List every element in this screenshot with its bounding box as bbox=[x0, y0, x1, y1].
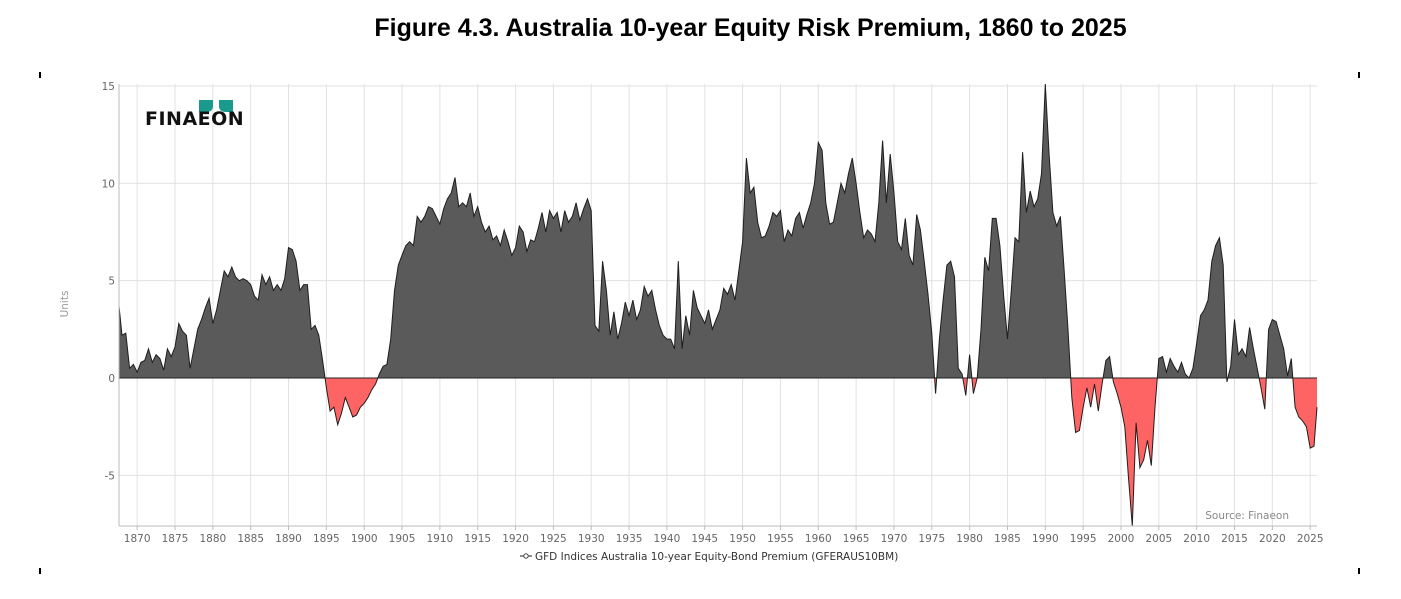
x-tick-label: 1910 bbox=[427, 533, 454, 545]
x-tick-label: 1895 bbox=[313, 533, 340, 545]
logo-leaf-right-icon bbox=[219, 100, 233, 112]
x-tick-label: 1925 bbox=[540, 533, 567, 545]
logo-wordmark: FINAEON bbox=[145, 108, 244, 130]
x-tick-label: 1915 bbox=[464, 533, 491, 545]
x-tick-label: 1985 bbox=[994, 533, 1021, 545]
x-tick-label: 1885 bbox=[237, 533, 264, 545]
x-tick-label: 1920 bbox=[502, 533, 529, 545]
y-tick-label: 10 bbox=[102, 178, 115, 190]
x-tick-label: 2025 bbox=[1297, 533, 1324, 545]
source-note: Source: Finaeon bbox=[1205, 510, 1289, 522]
legend-label: GFD Indices Australia 10-year Equity-Bon… bbox=[535, 551, 898, 563]
series-area-positive bbox=[119, 84, 1317, 379]
x-tick-label: 1880 bbox=[199, 533, 226, 545]
x-tick-label: 1960 bbox=[805, 533, 832, 545]
x-tick-label: 1975 bbox=[918, 533, 945, 545]
page-title: Figure 4.3. Australia 10-year Equity Ris… bbox=[374, 14, 1127, 42]
x-tick-label: 1955 bbox=[767, 533, 794, 545]
x-tick-label: 1945 bbox=[691, 533, 718, 545]
y-axis-tick-labels: -5 0 5 10 15 bbox=[102, 81, 115, 482]
x-tick-label: 1900 bbox=[351, 533, 378, 545]
x-tick-label: 2010 bbox=[1183, 533, 1210, 545]
x-tick-label: 1995 bbox=[1070, 533, 1097, 545]
corner-marks bbox=[39, 72, 1360, 574]
x-tick-label: 1870 bbox=[124, 533, 151, 545]
x-tick-label: 1980 bbox=[956, 533, 983, 545]
x-tick-label: 1875 bbox=[162, 533, 189, 545]
x-tick-label: 2015 bbox=[1221, 533, 1248, 545]
y-axis-label: Units bbox=[59, 291, 71, 318]
legend: GFD Indices Australia 10-year Equity-Bon… bbox=[520, 551, 898, 563]
finaeon-logo: FINAEON bbox=[145, 100, 244, 130]
x-tick-label: 1940 bbox=[654, 533, 681, 545]
x-tick-label: 2020 bbox=[1259, 533, 1286, 545]
x-tick-label: 1965 bbox=[843, 533, 870, 545]
x-tick-label: 1890 bbox=[275, 533, 302, 545]
y-tick-label: -5 bbox=[105, 470, 115, 482]
y-tick-label: 0 bbox=[108, 373, 115, 385]
x-tick-label: 1905 bbox=[389, 533, 416, 545]
x-tick-label: 1990 bbox=[1032, 533, 1059, 545]
y-tick-label: 15 bbox=[102, 81, 115, 93]
x-tick-label: 1930 bbox=[578, 533, 605, 545]
x-axis-tick-labels: 1870 1875 1880 1885 1890 1895 1900 1905 1910 1915… bbox=[124, 526, 1324, 545]
series-line bbox=[118, 83, 1318, 527]
x-tick-label: 2005 bbox=[1145, 533, 1172, 545]
legend-marker-icon bbox=[523, 553, 529, 559]
logo-leaf-left-icon bbox=[199, 100, 213, 112]
x-tick-label: 1935 bbox=[616, 533, 643, 545]
x-tick-label: 2000 bbox=[1108, 533, 1135, 545]
axes bbox=[118, 84, 1317, 527]
x-tick-label: 1950 bbox=[729, 533, 756, 545]
x-tick-label: 1970 bbox=[881, 533, 908, 545]
y-tick-label: 5 bbox=[108, 276, 115, 288]
